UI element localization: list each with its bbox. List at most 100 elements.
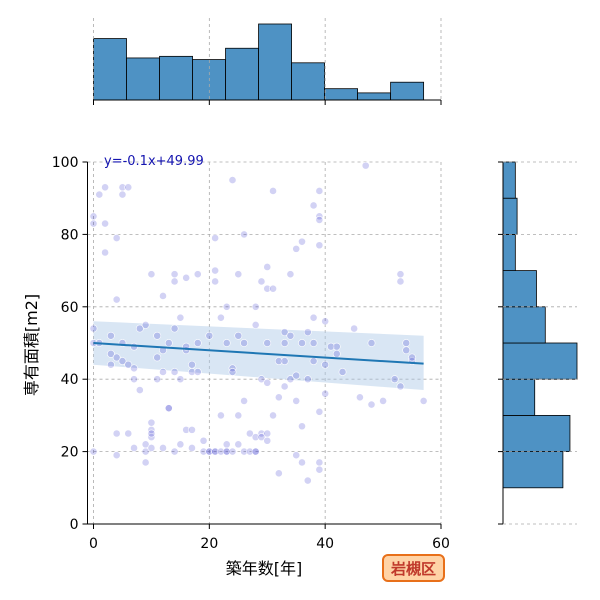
data-point <box>193 339 202 347</box>
data-point <box>95 190 104 199</box>
data-point <box>315 187 324 195</box>
data-point <box>188 360 196 369</box>
data-point <box>89 324 98 333</box>
x-hist-bar <box>93 38 127 101</box>
data-point <box>170 324 179 333</box>
y-tick-label: 80 <box>61 227 79 243</box>
y-marginal-histogram <box>498 161 578 525</box>
data-point <box>263 429 272 438</box>
x-hist-bar <box>291 62 325 101</box>
data-point <box>234 440 243 449</box>
data-point <box>135 324 144 333</box>
data-point <box>396 277 405 286</box>
data-point <box>292 244 301 253</box>
data-point <box>274 469 283 478</box>
y-tick-label: 40 <box>61 372 79 388</box>
data-point <box>298 237 306 246</box>
data-point <box>245 429 254 438</box>
data-point <box>217 411 225 420</box>
data-point <box>251 302 260 311</box>
data-point <box>240 230 248 239</box>
data-point <box>153 331 162 340</box>
data-point <box>188 444 196 452</box>
data-point <box>251 433 260 442</box>
data-point <box>257 277 266 286</box>
data-point <box>118 357 127 365</box>
district-badge-label: 岩槻区 <box>390 560 436 578</box>
data-point <box>205 447 214 456</box>
data-point <box>101 183 109 192</box>
y-tick-labels: 0 20 40 60 80 100 <box>52 155 79 533</box>
confidence-band <box>93 321 424 391</box>
data-point <box>141 440 150 449</box>
x-tick-label: 40 <box>316 536 334 552</box>
data-point <box>211 234 220 242</box>
x-hist-bar <box>126 57 160 101</box>
data-point <box>257 375 266 384</box>
x-tick-label: 0 <box>89 536 98 552</box>
data-point <box>309 339 318 347</box>
data-point <box>124 429 133 438</box>
data-point <box>193 368 202 376</box>
data-point <box>315 465 324 474</box>
data-point <box>321 389 330 398</box>
data-point <box>222 302 231 311</box>
data-point <box>402 339 411 347</box>
data-point <box>112 353 121 362</box>
data-point <box>315 241 324 250</box>
data-point <box>211 447 220 456</box>
data-point <box>135 386 144 394</box>
data-point <box>367 339 376 347</box>
data-point <box>240 397 248 405</box>
data-point <box>199 436 208 445</box>
data-point <box>159 368 167 376</box>
data-point <box>396 270 405 279</box>
data-point <box>292 397 301 405</box>
data-point <box>338 368 347 376</box>
data-point <box>332 349 341 358</box>
y-hist-bar <box>502 451 564 489</box>
data-point <box>286 375 295 384</box>
district-badge: 岩槻区 <box>382 554 445 582</box>
data-point <box>228 447 237 456</box>
data-point <box>280 357 289 365</box>
data-point <box>159 292 167 300</box>
data-point <box>182 425 191 434</box>
y-hist-bar <box>502 378 536 416</box>
data-point <box>408 353 416 362</box>
data-point <box>263 339 272 347</box>
axes <box>82 161 442 529</box>
data-point <box>205 331 214 340</box>
data-point <box>211 266 220 275</box>
data-point <box>321 360 330 369</box>
data-point <box>228 176 237 184</box>
data-point <box>390 375 399 384</box>
data-point <box>280 382 289 391</box>
data-point <box>159 444 167 452</box>
data-point <box>112 429 121 438</box>
x-hist-bar <box>159 55 193 101</box>
x-hist-bar <box>225 47 259 101</box>
data-point <box>309 357 318 365</box>
confidence-band-area <box>93 321 424 391</box>
data-point <box>130 375 138 384</box>
data-point <box>269 187 277 195</box>
data-point <box>234 270 243 279</box>
data-point <box>350 324 359 333</box>
data-point <box>315 216 324 224</box>
y-axis-label: 専有面積[m2] <box>22 294 41 396</box>
data-point <box>106 331 115 340</box>
data-point <box>286 331 295 340</box>
data-point <box>176 440 185 449</box>
data-point <box>396 382 405 391</box>
data-point <box>153 353 162 362</box>
data-point <box>263 436 272 445</box>
y-tick-label: 20 <box>61 445 79 461</box>
data-point <box>234 411 243 420</box>
y-hist-bar <box>502 197 518 235</box>
data-point <box>164 404 173 413</box>
data-point <box>141 458 150 467</box>
data-point <box>240 447 248 456</box>
data-point <box>303 328 312 337</box>
